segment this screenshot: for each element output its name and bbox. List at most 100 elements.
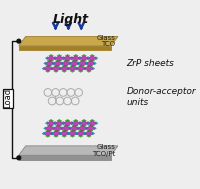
Polygon shape [47, 121, 55, 126]
Circle shape [17, 156, 21, 160]
Polygon shape [54, 130, 58, 132]
Polygon shape [82, 59, 86, 62]
Polygon shape [60, 62, 64, 65]
Polygon shape [58, 67, 62, 70]
Polygon shape [85, 66, 93, 71]
Polygon shape [61, 122, 65, 125]
Polygon shape [70, 65, 75, 67]
Polygon shape [72, 129, 76, 132]
Polygon shape [84, 127, 88, 130]
Polygon shape [57, 59, 62, 62]
Polygon shape [47, 129, 52, 132]
Polygon shape [77, 66, 85, 71]
Polygon shape [64, 129, 68, 132]
Polygon shape [60, 127, 64, 130]
Polygon shape [59, 127, 63, 130]
Polygon shape [70, 122, 74, 125]
Polygon shape [19, 146, 118, 155]
Polygon shape [67, 127, 72, 130]
Polygon shape [66, 67, 70, 70]
Polygon shape [80, 64, 85, 67]
Polygon shape [90, 59, 95, 62]
Polygon shape [74, 132, 78, 135]
Polygon shape [92, 62, 96, 65]
Polygon shape [69, 122, 73, 125]
Polygon shape [53, 57, 57, 60]
Polygon shape [45, 130, 50, 132]
Polygon shape [90, 119, 95, 122]
Polygon shape [45, 122, 50, 125]
Polygon shape [82, 54, 86, 57]
Polygon shape [69, 57, 73, 60]
Polygon shape [60, 131, 68, 136]
Polygon shape [58, 67, 63, 70]
Polygon shape [19, 36, 118, 46]
Polygon shape [42, 132, 46, 135]
FancyArrowPatch shape [66, 23, 71, 28]
Polygon shape [72, 56, 80, 61]
Polygon shape [80, 129, 85, 132]
Polygon shape [87, 65, 91, 67]
Polygon shape [65, 124, 70, 127]
Polygon shape [64, 60, 68, 62]
Polygon shape [78, 70, 83, 72]
Polygon shape [82, 132, 86, 135]
Polygon shape [49, 119, 53, 122]
Polygon shape [45, 135, 50, 137]
Polygon shape [68, 127, 73, 130]
Polygon shape [44, 131, 52, 136]
Text: Light: Light [53, 13, 89, 26]
Polygon shape [78, 122, 82, 125]
Polygon shape [72, 121, 80, 126]
Polygon shape [94, 122, 98, 125]
Polygon shape [70, 130, 75, 132]
Polygon shape [70, 126, 78, 131]
Polygon shape [82, 124, 86, 127]
FancyArrowPatch shape [53, 23, 58, 28]
Polygon shape [92, 127, 96, 130]
FancyArrowPatch shape [79, 23, 84, 28]
Polygon shape [77, 131, 85, 136]
Polygon shape [62, 130, 67, 132]
Polygon shape [54, 70, 58, 72]
Polygon shape [86, 122, 91, 125]
Polygon shape [47, 56, 55, 61]
Polygon shape [58, 132, 62, 135]
Polygon shape [45, 126, 53, 131]
Polygon shape [64, 64, 68, 67]
Polygon shape [87, 70, 91, 72]
Polygon shape [51, 62, 55, 65]
Polygon shape [62, 126, 70, 131]
Polygon shape [70, 70, 75, 72]
Polygon shape [75, 132, 79, 135]
Polygon shape [94, 57, 98, 60]
Polygon shape [57, 54, 62, 57]
Polygon shape [78, 65, 83, 67]
Polygon shape [87, 61, 95, 66]
Text: ZrP sheets: ZrP sheets [126, 59, 174, 68]
Polygon shape [74, 67, 78, 70]
Polygon shape [55, 60, 60, 62]
Polygon shape [85, 62, 89, 65]
Polygon shape [88, 60, 93, 62]
Polygon shape [45, 65, 50, 67]
Polygon shape [78, 130, 83, 132]
Polygon shape [86, 57, 91, 60]
Polygon shape [62, 122, 66, 125]
Polygon shape [90, 124, 95, 127]
Polygon shape [73, 119, 78, 122]
Polygon shape [44, 127, 48, 130]
Text: Glass
TCO/Pt: Glass TCO/Pt [92, 144, 115, 157]
Polygon shape [66, 132, 70, 135]
Text: Load: Load [4, 88, 13, 108]
Polygon shape [70, 57, 74, 60]
Polygon shape [82, 119, 86, 122]
Polygon shape [83, 132, 87, 135]
Polygon shape [84, 62, 88, 65]
Polygon shape [49, 124, 53, 127]
Polygon shape [77, 62, 81, 65]
Polygon shape [62, 70, 67, 72]
Polygon shape [50, 132, 54, 135]
Polygon shape [55, 125, 60, 127]
Polygon shape [19, 155, 111, 160]
